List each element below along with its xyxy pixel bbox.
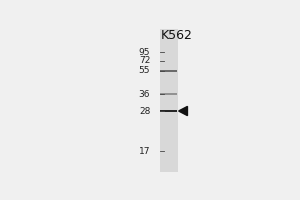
Text: 17: 17 xyxy=(139,147,150,156)
Text: 55: 55 xyxy=(139,66,150,75)
Text: K562: K562 xyxy=(161,29,193,42)
Polygon shape xyxy=(178,106,188,116)
Bar xyxy=(160,29,178,172)
Bar xyxy=(160,110,177,112)
Text: 72: 72 xyxy=(139,56,150,65)
Bar xyxy=(160,70,177,72)
Text: 36: 36 xyxy=(139,90,150,99)
Text: 95: 95 xyxy=(139,48,150,57)
Text: 28: 28 xyxy=(139,107,150,116)
Bar xyxy=(160,93,177,95)
